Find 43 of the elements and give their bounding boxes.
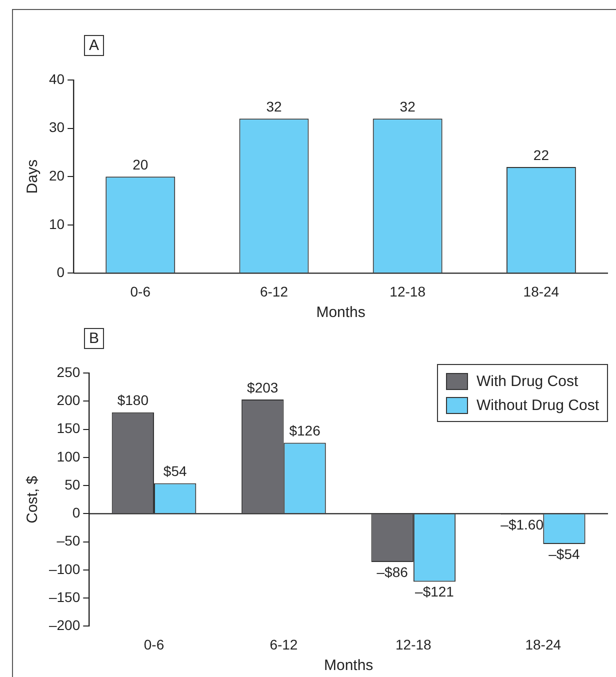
- y-tick-label: –100: [48, 560, 80, 577]
- x-tick-label: 18-24: [523, 283, 560, 300]
- data-label: 22: [533, 146, 550, 163]
- x-tick-label: 18-24: [525, 636, 562, 652]
- data-label: 20: [132, 156, 148, 172]
- x-tick-label: 12-18: [390, 283, 426, 300]
- data-label: 32: [400, 98, 416, 114]
- y-axis-title: Cost, $: [24, 475, 42, 524]
- x-tick-label: 0-6: [130, 283, 151, 300]
- data-label: –$121: [415, 584, 454, 600]
- y-tick-label: 0: [72, 504, 80, 521]
- chart-title: A: [84, 35, 104, 56]
- y-tick-label: 150: [56, 420, 80, 436]
- data-label: $180: [117, 392, 149, 408]
- y-tick-label: 100: [56, 448, 80, 464]
- chart-title: B: [84, 328, 104, 349]
- x-tick-label: 0-6: [144, 636, 164, 652]
- y-tick-label: –150: [48, 588, 80, 605]
- y-tick-label: –200: [48, 617, 80, 634]
- data-label: –$1.60: [500, 516, 544, 532]
- x-tick-label: 12-18: [396, 636, 432, 652]
- data-label: –$54: [548, 546, 580, 562]
- data-label: 32: [266, 98, 282, 114]
- data-label: $203: [247, 379, 278, 396]
- legend-label: Without Drug Cost: [476, 396, 599, 414]
- data-label: –$86: [376, 564, 408, 580]
- y-axis-title: Days: [24, 160, 42, 194]
- y-tick-label: 50: [64, 476, 80, 492]
- y-tick-label: 30: [48, 119, 65, 136]
- data-label: $126: [289, 422, 321, 439]
- x-axis-title: Months: [316, 304, 366, 322]
- y-tick-label: 200: [56, 392, 80, 408]
- x-tick-label: 6-12: [260, 283, 288, 300]
- y-tick-label: 20: [48, 167, 65, 184]
- x-tick-label: 6-12: [270, 636, 298, 652]
- data-label: $54: [163, 463, 187, 480]
- y-tick-label: –50: [56, 532, 80, 549]
- x-axis-title: Months: [324, 657, 374, 674]
- y-tick-label: 10: [48, 216, 65, 232]
- y-tick-label: 40: [48, 70, 65, 87]
- legend-label: With Drug Cost: [476, 372, 578, 390]
- y-tick-label: 0: [56, 264, 65, 280]
- y-tick-label: 250: [56, 364, 80, 380]
